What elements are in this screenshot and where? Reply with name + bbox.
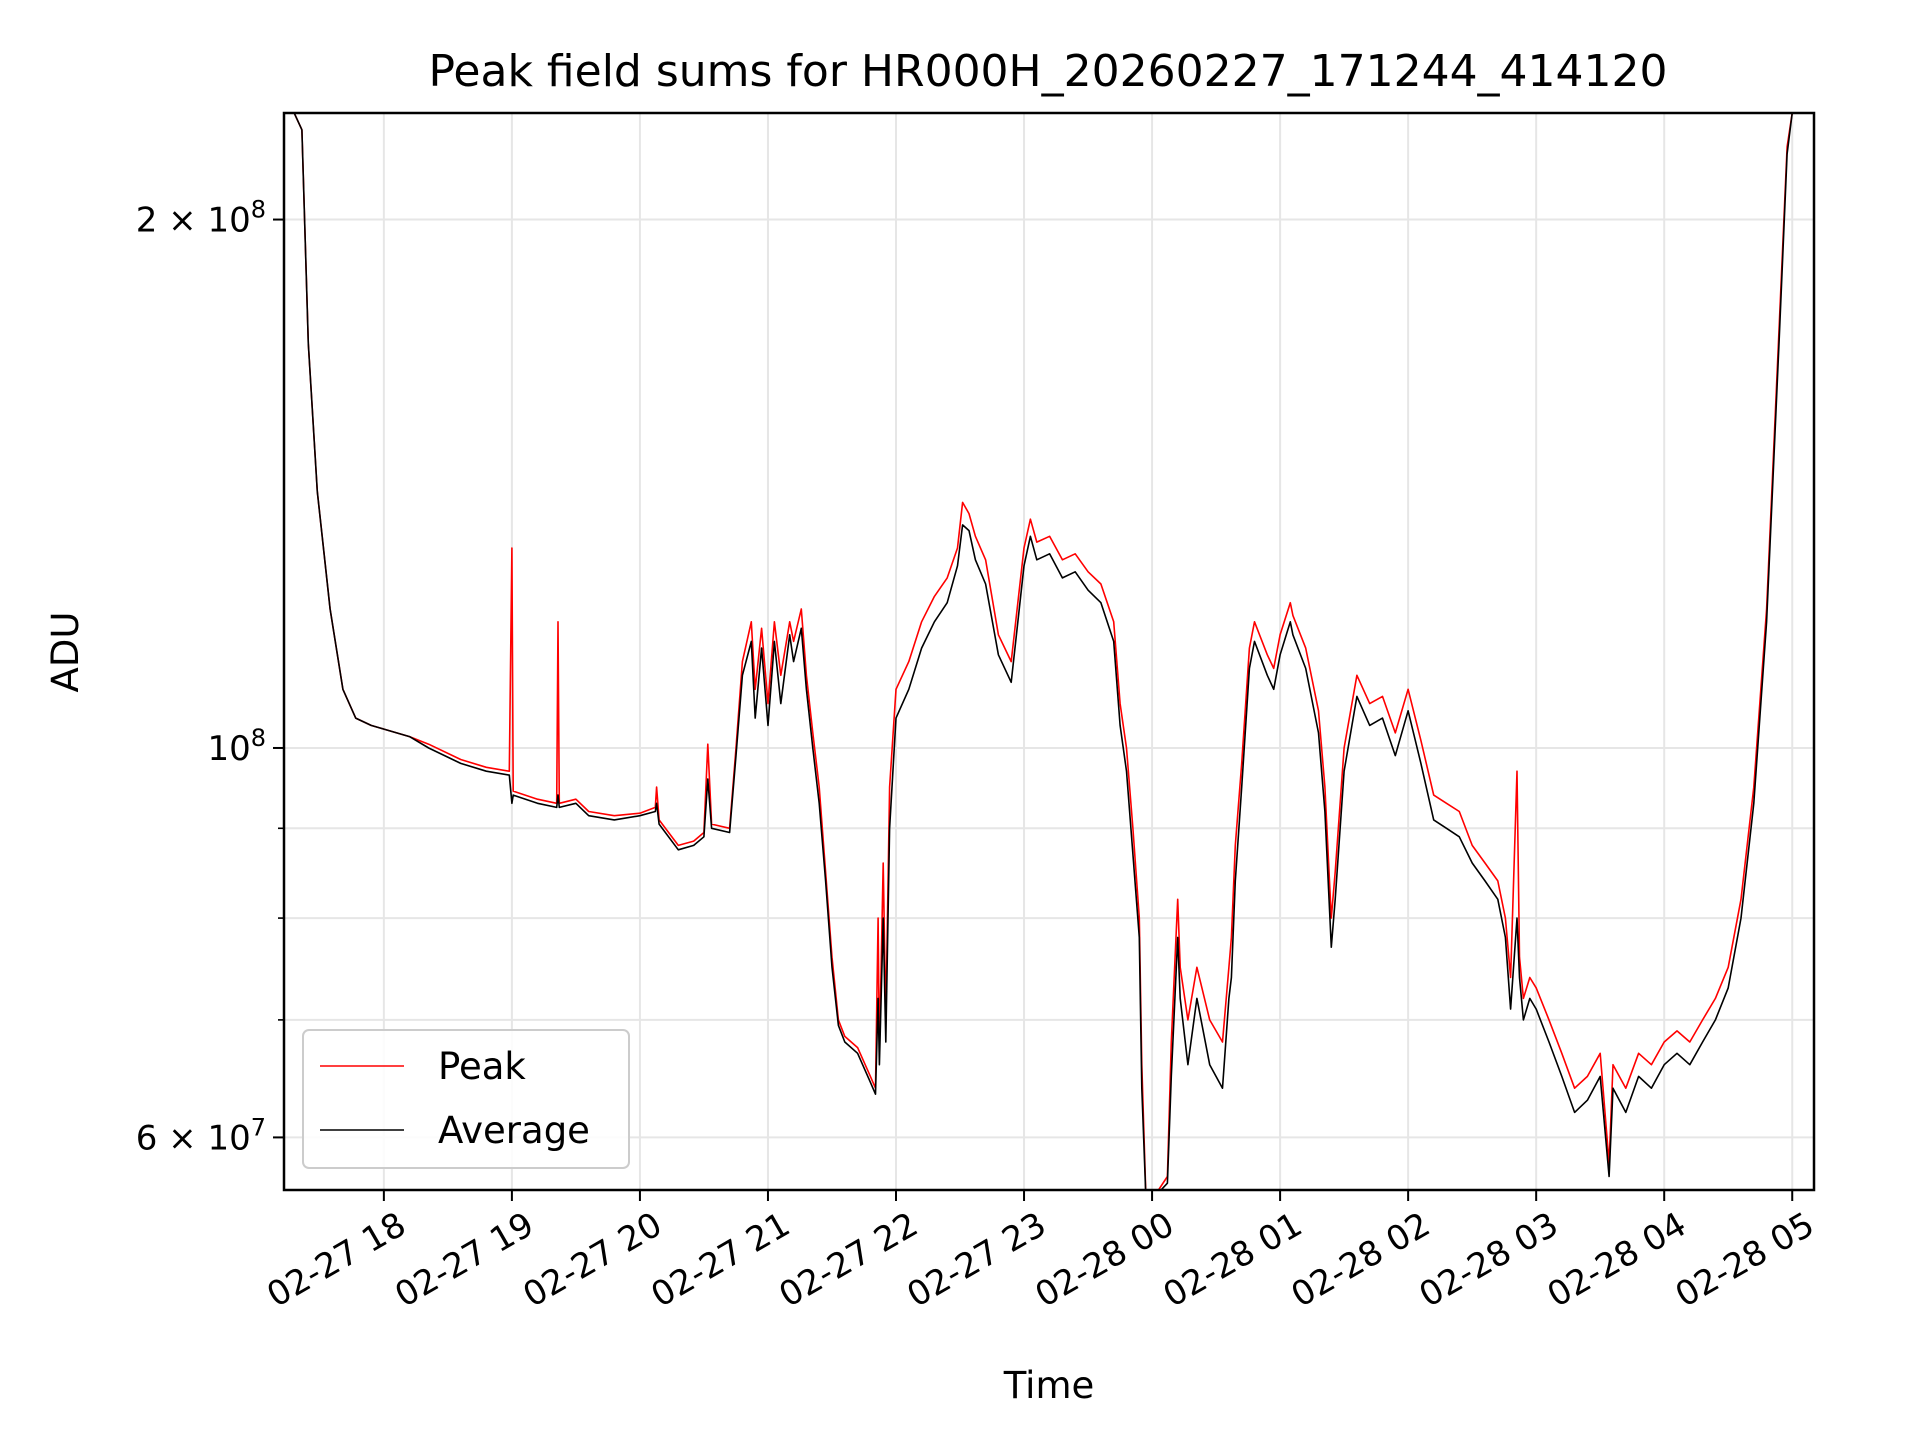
series-line-peak (284, 113, 1814, 1190)
legend-label-average: Average (438, 1109, 590, 1152)
plot-series (284, 113, 1814, 1190)
legend-label-peak: Peak (438, 1045, 526, 1088)
y-tick-label: 2 × 108 (136, 196, 266, 241)
y-axis-ticks: 6 × 107 108 2 × 108 (136, 196, 284, 1158)
y-tick-label: 6 × 107 (136, 1113, 266, 1158)
legend-box (302, 1029, 630, 1169)
plot-frame (282, 111, 1816, 1192)
grid-lines (284, 113, 1814, 1190)
x-axis-label: Time (1003, 1364, 1095, 1407)
chart-title: Peak field sums for HR000H_20260227_1712… (428, 46, 1667, 97)
series-line-average (284, 113, 1814, 1190)
y-axis-label: ADU (44, 612, 87, 693)
legend: Peak Average (302, 1029, 630, 1169)
y-tick-label: 108 (207, 724, 266, 769)
